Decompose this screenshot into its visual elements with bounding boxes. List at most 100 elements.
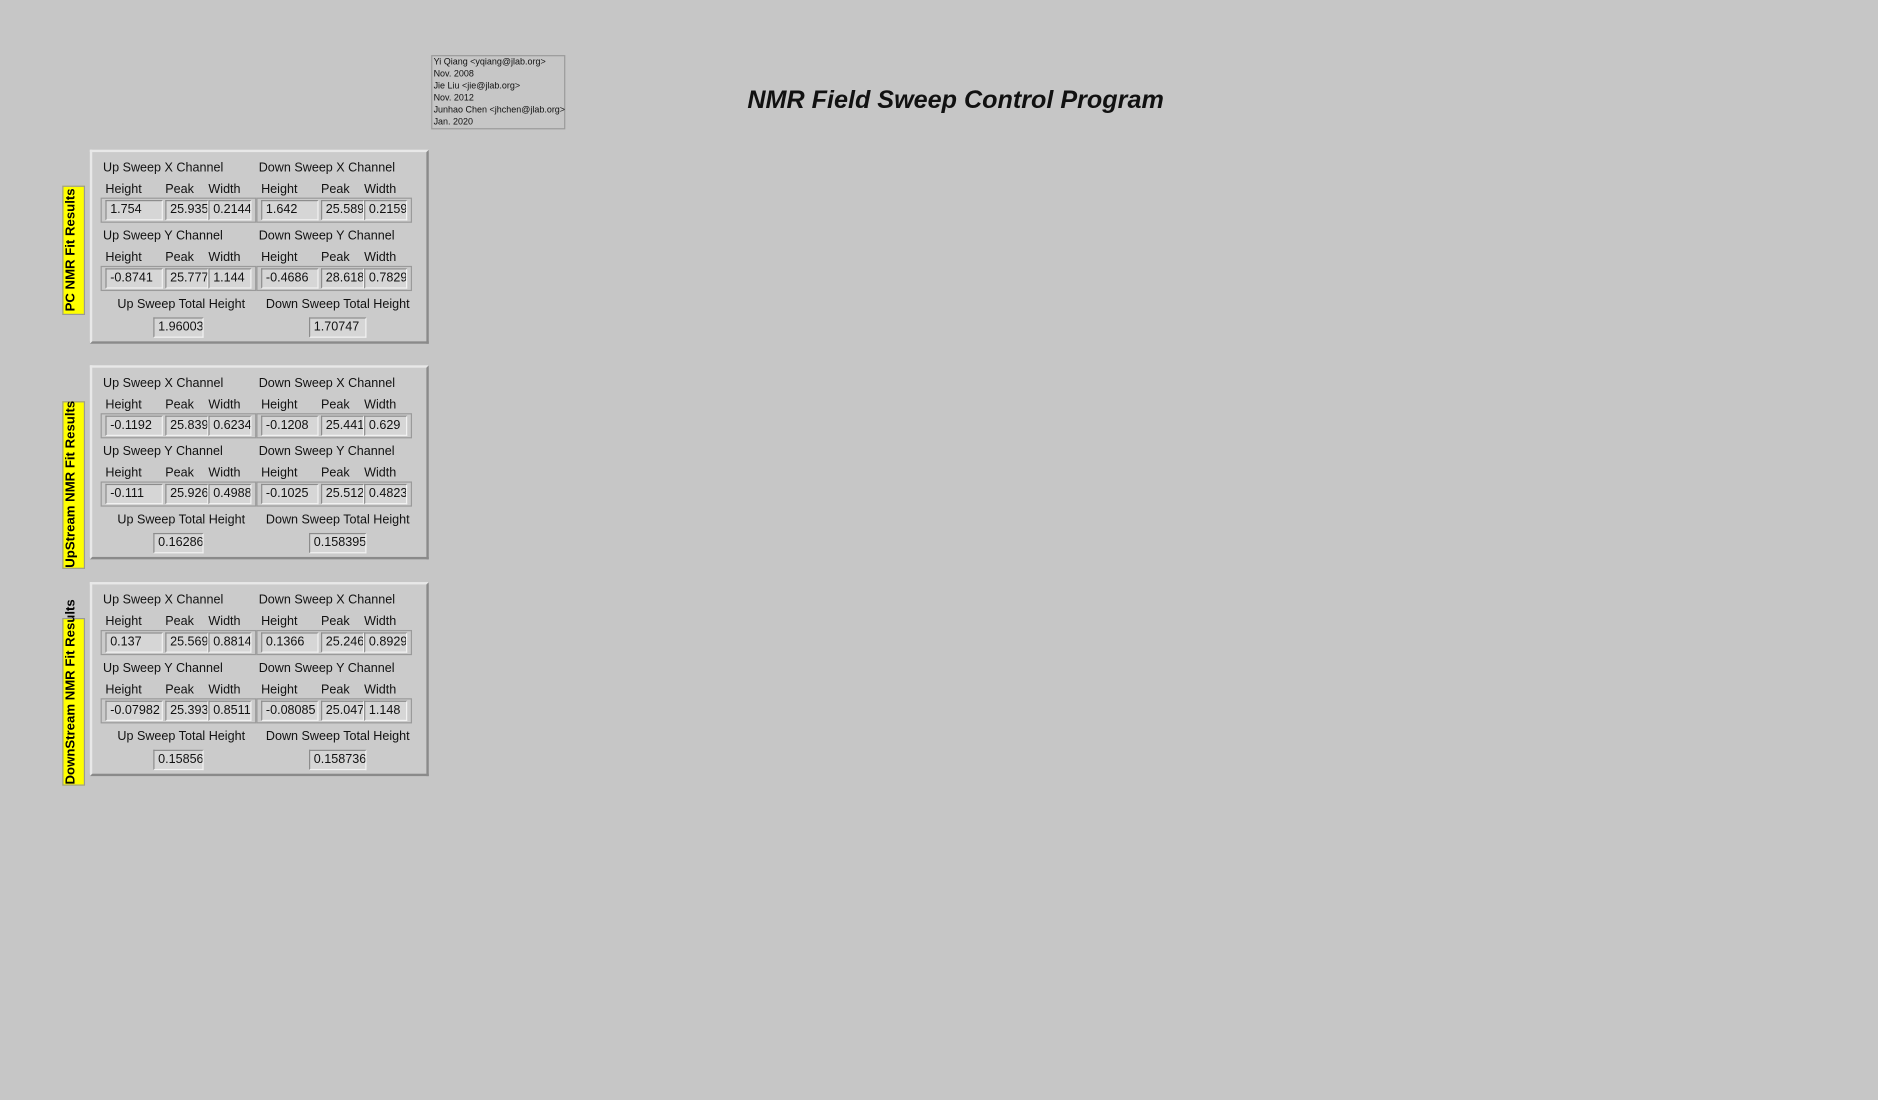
width-value[interactable]: 1.148: [364, 700, 408, 722]
peak-value[interactable]: 25.926: [165, 483, 209, 505]
channel-cluster: [256, 481, 413, 507]
height-value[interactable]: 0.1366: [261, 632, 319, 653]
up-total[interactable]: 0.15856: [153, 749, 204, 771]
channel-name: Up Sweep Y Channel: [103, 228, 223, 244]
credit: Nov. 2008: [433, 68, 474, 80]
height-value[interactable]: -0.1025: [261, 483, 319, 505]
peak-value[interactable]: 25.935: [165, 200, 209, 221]
channel-cluster: [100, 698, 257, 724]
width-value[interactable]: 0.8929: [364, 632, 408, 653]
channel-cluster: [100, 481, 257, 507]
height-value[interactable]: -0.08085: [261, 700, 319, 722]
peak-value[interactable]: 25.246: [320, 632, 365, 653]
label: Height: [261, 682, 298, 698]
channel-name: Up Sweep X Channel: [103, 592, 224, 608]
height-value[interactable]: -0.8741: [105, 268, 163, 289]
channel-cluster: [100, 629, 257, 656]
peak-value[interactable]: 25.393: [165, 700, 209, 722]
label: Up Sweep Total Height: [117, 729, 246, 744]
credit: Yi Qiang <yqiang@jlab.org>: [433, 56, 546, 68]
credits-box: [431, 55, 566, 130]
label: Down Sweep Total Height: [265, 297, 410, 312]
height-value[interactable]: -0.1208: [261, 415, 319, 436]
label: Height: [261, 182, 298, 197]
height-value[interactable]: 1.754: [105, 200, 163, 221]
label: Peak: [320, 182, 350, 197]
peak-value[interactable]: 28.618: [320, 268, 365, 289]
label: Peak: [320, 397, 350, 413]
width-value[interactable]: 0.7829: [364, 268, 408, 289]
channel-cluster: [256, 698, 413, 724]
width-value[interactable]: 0.4988: [208, 483, 252, 505]
channel-name: Up Sweep Y Channel: [103, 661, 223, 676]
channel-name: Down Sweep Y Channel: [258, 444, 395, 459]
label: Height: [105, 397, 142, 413]
label: Peak: [165, 614, 194, 629]
height-value[interactable]: -0.111: [105, 483, 163, 505]
label: Height: [105, 250, 142, 265]
label: Width: [208, 465, 241, 481]
width-value[interactable]: 0.629: [364, 415, 408, 436]
label: Width: [364, 250, 397, 265]
peak-value[interactable]: 25.839: [165, 415, 209, 436]
panel-title: PC NMR Fit Results: [62, 185, 86, 315]
label: Height: [105, 614, 142, 629]
channel-cluster: [100, 265, 257, 292]
label: Peak: [165, 465, 194, 481]
channel-name: Up Sweep Y Channel: [103, 444, 223, 459]
channel-cluster: [256, 265, 413, 292]
label: Width: [364, 465, 397, 481]
peak-value[interactable]: 25.569: [165, 632, 209, 653]
channel-cluster: [256, 197, 413, 223]
label: Width: [208, 397, 241, 413]
credit: Junhao Chen <jhchen@jlab.org>: [433, 104, 566, 115]
panel-title: DownStream NMR Fit Results: [62, 599, 86, 786]
height-value[interactable]: -0.1192: [105, 415, 163, 436]
peak-value[interactable]: 25.441: [320, 415, 365, 436]
channel-cluster: [100, 197, 257, 223]
peak-value[interactable]: 25.512: [320, 483, 365, 505]
height-value[interactable]: 1.642: [261, 200, 319, 221]
height-value[interactable]: -0.4686: [261, 268, 319, 289]
width-value[interactable]: 1.144: [208, 268, 252, 289]
label: Peak: [320, 465, 350, 481]
channel-name: Down Sweep X Channel: [258, 160, 396, 175]
label: Height: [261, 614, 298, 629]
panel: [89, 365, 429, 560]
label: Width: [208, 682, 241, 698]
label: Width: [364, 397, 397, 413]
peak-value[interactable]: 25.047: [320, 700, 365, 722]
up-total[interactable]: 0.16286: [153, 532, 204, 554]
width-value[interactable]: 0.6234: [208, 415, 252, 436]
label: Down Sweep Total Height: [265, 512, 410, 527]
label: Width: [364, 182, 397, 197]
panel-title: UpStream NMR Fit Results: [62, 401, 86, 569]
width-value[interactable]: 0.8814: [208, 632, 252, 653]
width-value[interactable]: 0.4823: [364, 483, 408, 505]
down-total[interactable]: 0.158395: [309, 532, 367, 554]
down-total[interactable]: 0.158736: [309, 749, 367, 771]
channel-cluster: [100, 413, 257, 439]
label: Width: [364, 614, 397, 629]
width-value[interactable]: 0.8511: [208, 700, 252, 722]
down-total[interactable]: 1.70747: [309, 317, 367, 338]
height-value[interactable]: 0.137: [105, 632, 163, 653]
label: Height: [105, 682, 142, 698]
channel-cluster: [256, 413, 413, 439]
height-value[interactable]: -0.07982: [105, 700, 163, 722]
panel: [89, 149, 429, 344]
label: Height: [261, 465, 298, 481]
credit: Nov. 2012: [433, 92, 474, 104]
label: Height: [261, 250, 298, 265]
peak-value[interactable]: 25.777: [165, 268, 209, 289]
label: Peak: [320, 250, 350, 265]
page-title: NMR Field Sweep Control Program: [747, 86, 1164, 114]
label: Peak: [165, 682, 194, 698]
panel: [89, 582, 429, 777]
width-value[interactable]: 0.2144: [208, 200, 252, 221]
peak-value[interactable]: 25.589: [320, 200, 365, 221]
width-value[interactable]: 0.2159: [364, 200, 408, 221]
up-total[interactable]: 1.96003: [153, 317, 204, 338]
channel-name: Down Sweep X Channel: [258, 376, 396, 391]
